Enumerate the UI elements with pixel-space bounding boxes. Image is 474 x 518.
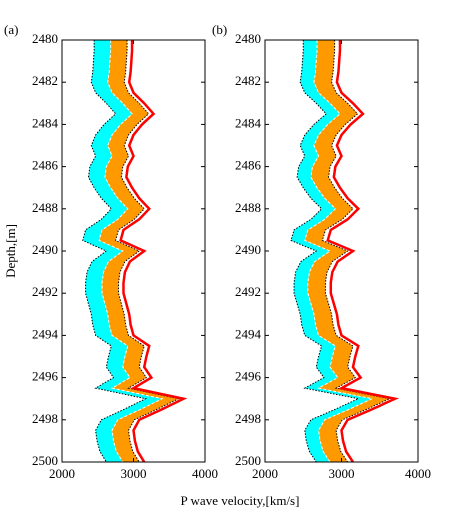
velocity-line <box>82 40 148 462</box>
y-tick-label: 2490 <box>32 242 58 257</box>
y-tick-label: 2480 <box>32 31 58 46</box>
velocity-line <box>326 40 400 462</box>
x-tick-label: 3000 <box>329 466 355 481</box>
y-tick-label: 2484 <box>235 115 262 130</box>
y-tick-label: 2486 <box>235 158 262 173</box>
y-tick-label: 2486 <box>32 158 59 173</box>
y-tick-label: 2496 <box>235 369 262 384</box>
y-axis-label: Depth,[m] <box>3 224 18 278</box>
y-tick-label: 2498 <box>32 411 58 426</box>
y-tick-label: 2482 <box>235 73 261 88</box>
y-tick-label: 2492 <box>32 284 58 299</box>
velocity-line <box>98 40 164 462</box>
x-tick-label: 3000 <box>121 466 147 481</box>
velocity-line <box>115 40 181 462</box>
y-tick-label: 2500 <box>235 453 261 468</box>
x-tick-label: 2000 <box>49 466 75 481</box>
x-tick-label: 4000 <box>405 466 431 481</box>
band-fill <box>291 40 373 462</box>
y-tick-label: 2496 <box>32 369 59 384</box>
panel-label: (a) <box>4 22 18 37</box>
y-tick-label: 2488 <box>32 200 58 215</box>
y-tick-label: 2482 <box>32 73 58 88</box>
panel-label: (b) <box>212 22 227 37</box>
velocity-line <box>290 40 360 462</box>
y-tick-label: 2500 <box>32 453 58 468</box>
x-axis-label: P wave velocity,[km/s] <box>181 493 300 508</box>
y-tick-label: 2490 <box>235 242 261 257</box>
velocity-line <box>119 40 188 462</box>
x-tick-label: 2000 <box>252 466 278 481</box>
y-tick-label: 2488 <box>235 200 261 215</box>
y-tick-label: 2492 <box>235 284 261 299</box>
y-tick-label: 2494 <box>32 326 59 341</box>
y-tick-label: 2494 <box>235 326 262 341</box>
y-tick-label: 2498 <box>235 411 261 426</box>
y-tick-label: 2484 <box>32 115 59 130</box>
y-tick-label: 2480 <box>235 31 261 46</box>
x-tick-label: 4000 <box>192 466 218 481</box>
